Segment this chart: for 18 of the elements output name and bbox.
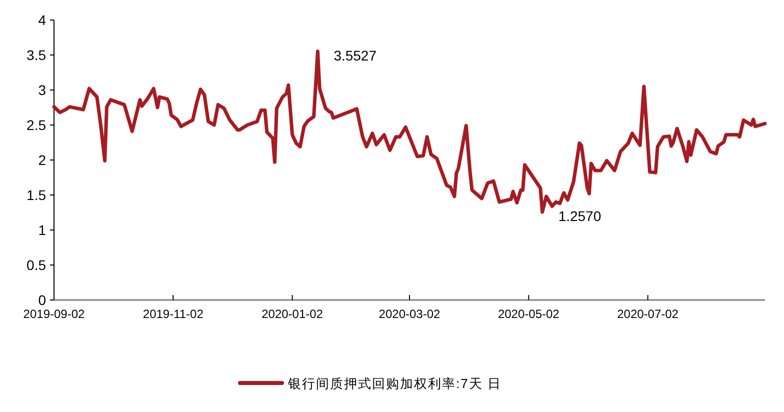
x-tick-label: 2019-09-02 [23, 307, 86, 321]
x-tick-label: 2020-01-02 [262, 307, 324, 321]
y-tick-label: 0.5 [26, 257, 46, 273]
y-tick-label: 4 [38, 12, 46, 28]
legend-label: 银行间质押式回购加权利率:7天 日 [287, 376, 502, 391]
x-tick-label: 2019-11-02 [142, 307, 204, 321]
y-tick-label: 3.5 [26, 47, 46, 63]
y-tick-label: 2.5 [26, 117, 46, 133]
y-tick-label: 1 [38, 222, 46, 238]
x-tick-label: 2020-05-02 [498, 307, 560, 321]
y-tick-label: 1.5 [26, 187, 46, 203]
annotation: 1.2570 [558, 208, 602, 224]
y-tick-label: 0 [38, 292, 46, 308]
x-tick-label: 2020-07-02 [617, 307, 679, 321]
x-tick-label: 2020-03-02 [378, 307, 441, 321]
y-tick-label: 3 [38, 82, 46, 98]
y-tick-label: 2 [38, 152, 46, 168]
annotation: 3.5527 [334, 47, 377, 64]
